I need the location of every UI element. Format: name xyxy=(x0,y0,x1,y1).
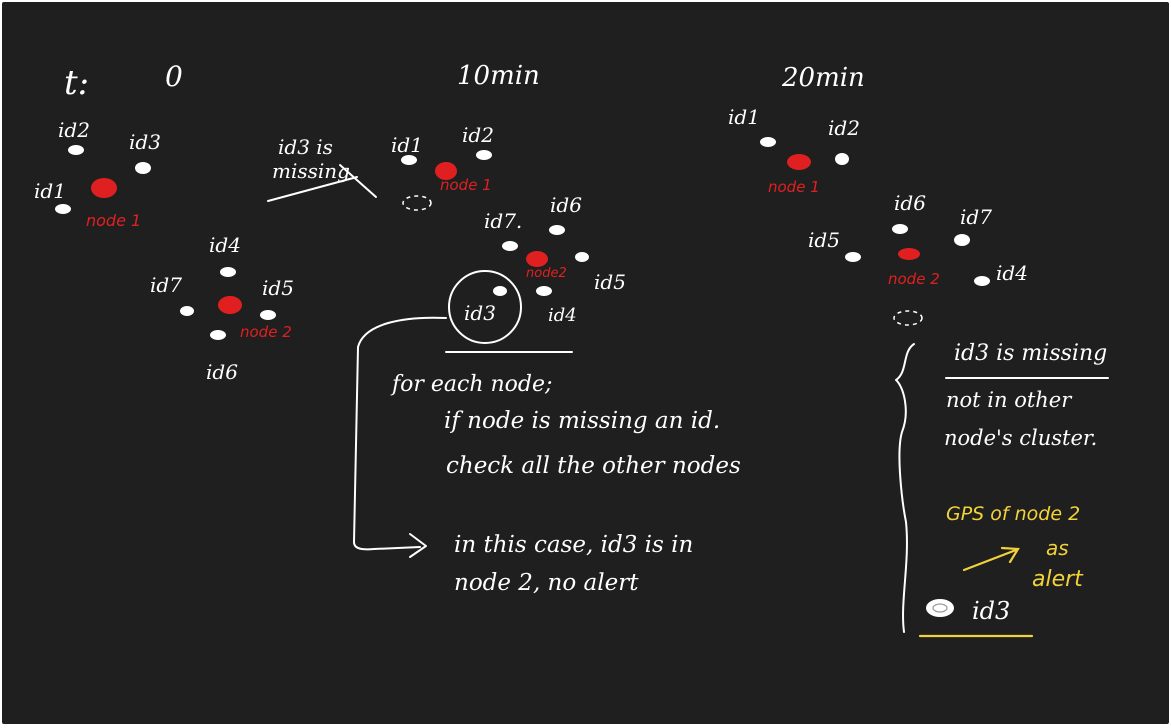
notes-line3: node's cluster. xyxy=(944,426,1097,450)
explanation-line4: in this case, id3 is in xyxy=(454,532,693,558)
label-id3: id3 xyxy=(972,597,1010,625)
time-0-label: 0 xyxy=(165,60,183,93)
explanation-line5: node 2, no alert xyxy=(454,570,639,596)
tag-id2-dot xyxy=(835,153,849,165)
tag-id7-dot xyxy=(502,241,518,251)
node2-label: node2 xyxy=(526,266,567,281)
tag-id3-dot xyxy=(135,162,151,174)
tag-id6-dot xyxy=(210,330,226,340)
timeline: t: 0 10min 20min xyxy=(64,60,865,103)
tag-id1-dot xyxy=(401,155,417,165)
notes-line2: not in other xyxy=(946,388,1073,412)
node1-label: node 1 xyxy=(86,211,141,230)
id3-highlight-circle xyxy=(448,270,522,344)
missing-note-line1: id3 is xyxy=(278,135,333,159)
time-axis-label: t: xyxy=(64,63,89,103)
panel-time-10min: id3 is missing id1 id2 node 1 id7. id6 n… xyxy=(267,123,741,596)
node2-label: node 2 xyxy=(888,270,940,288)
label-id7: id7 xyxy=(960,205,992,229)
curly-bracket xyxy=(895,343,915,633)
label-id7: id7. xyxy=(484,209,522,233)
label-id6: id6 xyxy=(894,191,926,215)
panel-time-0: id2 id3 id1 node 1 id4 id7 id5 node 2 id… xyxy=(34,118,294,384)
tag-id6-dot xyxy=(549,225,565,235)
label-id5: id5 xyxy=(594,270,626,294)
tag-id4-dot xyxy=(220,267,236,277)
explanation-line2: if node is missing an id. xyxy=(444,408,720,434)
missing-underline xyxy=(267,176,358,202)
alert-arrow xyxy=(962,548,1018,572)
label-id1: id1 xyxy=(391,133,423,157)
time-20min-label: 20min xyxy=(781,63,865,93)
tag-id3-dot-inner xyxy=(932,603,948,613)
node1-dot xyxy=(435,162,457,180)
label-id2: id2 xyxy=(828,116,860,140)
panel-time-20min: id1 id2 node 1 id6 id7 id5 node 2 id4 xyxy=(728,105,1109,638)
label-id3: id3 xyxy=(129,130,161,154)
label-id3: id3 xyxy=(464,301,496,325)
node2-dot xyxy=(218,296,242,314)
node1-dot xyxy=(787,154,811,170)
node1-dot xyxy=(91,178,117,198)
label-id5: id5 xyxy=(262,276,294,300)
node2-label: node 2 xyxy=(240,323,292,341)
label-id1: id1 xyxy=(34,179,66,203)
label-id2: id2 xyxy=(462,123,494,147)
label-id4: id4 xyxy=(996,261,1028,285)
label-id6: id6 xyxy=(206,360,238,384)
missing-id3-placeholder xyxy=(893,310,923,326)
tag-id6-dot xyxy=(892,224,908,234)
label-id4: id4 xyxy=(209,233,241,257)
alert-line1: GPS of node 2 xyxy=(946,503,1080,525)
missing-id3-placeholder xyxy=(402,195,432,211)
missing-note-line2: missing xyxy=(272,159,350,183)
label-id5: id5 xyxy=(808,228,840,252)
label-id2: id2 xyxy=(58,118,90,142)
alert-line2: as xyxy=(1046,536,1069,560)
tag-id2-dot xyxy=(476,150,492,160)
tag-id3-dot xyxy=(493,286,507,296)
tag-id5-dot xyxy=(845,252,861,262)
label-id4: id4 xyxy=(548,305,577,326)
explanation-line3: check all the other nodes xyxy=(446,453,741,479)
tag-id7-dot xyxy=(954,234,970,246)
node2-dot xyxy=(898,248,920,260)
tag-id2-dot xyxy=(68,145,84,155)
tag-id3-dot xyxy=(926,599,954,617)
tag-id1-dot xyxy=(55,204,71,214)
node1-label: node 1 xyxy=(440,176,492,194)
bracket-arrow xyxy=(353,316,447,551)
label-id7: id7 xyxy=(150,273,182,297)
tag-id7-dot xyxy=(180,306,194,316)
alert-arrowhead xyxy=(1000,546,1020,564)
notes-line1: id3 is missing xyxy=(954,341,1107,366)
tag-id5-dot xyxy=(575,252,589,262)
alert-line3: alert xyxy=(1032,567,1084,592)
explanation-line1: for each node; xyxy=(390,372,552,397)
label-id6: id6 xyxy=(550,193,582,217)
node1-label: node 1 xyxy=(768,178,820,196)
time-10min-label: 10min xyxy=(457,61,540,91)
tag-id4-dot xyxy=(974,276,990,286)
bracket-arrowhead xyxy=(409,533,427,558)
tag-id4-dot xyxy=(536,286,552,296)
label-id1: id1 xyxy=(728,105,760,129)
missing-arrow xyxy=(339,164,377,198)
tag-id5-dot xyxy=(260,310,276,320)
tag-id1-dot xyxy=(760,137,776,147)
node2-dot xyxy=(526,251,548,267)
